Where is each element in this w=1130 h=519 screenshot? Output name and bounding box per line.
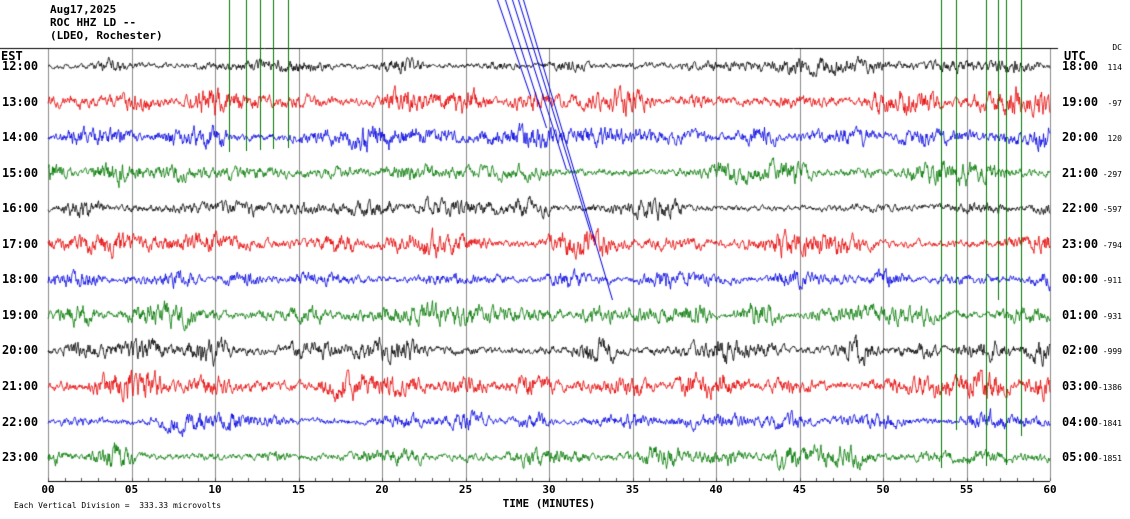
x-tick-label: 20 <box>375 483 389 496</box>
utc-time-label: 04:00 <box>1062 414 1099 429</box>
dc-value: -931 <box>1102 311 1122 321</box>
x-tick-label: 15 <box>291 483 306 496</box>
x-axis-title: TIME (MINUTES) <box>502 497 596 510</box>
header-date: Aug17,2025 <box>50 3 117 16</box>
utc-time-label: 02:00 <box>1062 343 1099 358</box>
x-tick-label: 05 <box>124 483 139 496</box>
left-axis-label: EST <box>1 49 23 63</box>
x-tick-label: 25 <box>458 483 473 496</box>
x-tick-label: 50 <box>876 483 890 496</box>
utc-time-label: 19:00 <box>1062 94 1099 109</box>
x-tick-label: 45 <box>792 483 807 496</box>
dc-value: -1841 <box>1097 418 1122 428</box>
scale-note: Each Vertical Division = 333.33 microvol… <box>14 501 222 510</box>
x-tick-label: 40 <box>709 483 723 496</box>
dc-value: -794 <box>1102 240 1122 250</box>
utc-time-label: 18:00 <box>1062 59 1099 73</box>
est-time-label: 12:00 <box>2 59 39 73</box>
x-tick-label: 30 <box>542 483 556 496</box>
utc-time-label: 03:00 <box>1062 378 1099 393</box>
utc-time-label: 20:00 <box>1062 130 1099 145</box>
utc-time-label: 23:00 <box>1062 236 1099 251</box>
est-time-label: 16:00 <box>2 201 39 216</box>
dc-value: -1386 <box>1097 382 1122 392</box>
dc-value: -911 <box>1102 276 1122 286</box>
x-tick-label: 60 <box>1043 483 1057 496</box>
est-time-label: 18:00 <box>2 272 39 287</box>
est-time-label: 15:00 <box>2 165 39 180</box>
utc-time-label: 01:00 <box>1062 307 1099 322</box>
est-time-label: 23:00 <box>2 450 39 465</box>
utc-time-label: 21:00 <box>1062 165 1099 180</box>
est-time-label: 14:00 <box>2 130 39 145</box>
dc-column-label: DC <box>1112 43 1122 52</box>
est-time-label: 19:00 <box>2 307 39 322</box>
est-time-label: 20:00 <box>2 343 39 358</box>
x-tick-label: 55 <box>959 483 974 496</box>
x-tick-label: 00 <box>41 483 55 496</box>
est-time-label: 17:00 <box>2 236 39 251</box>
right-axis-label: UTC <box>1064 49 1086 63</box>
dc-value: -297 <box>1102 169 1122 179</box>
header-station: ROC HHZ LD -- <box>50 16 137 29</box>
utc-time-label: 00:00 <box>1062 272 1099 287</box>
utc-time-label: 22:00 <box>1062 201 1099 216</box>
x-tick-label: 35 <box>625 483 640 496</box>
est-time-label: 13:00 <box>2 94 39 109</box>
est-time-label: 21:00 <box>2 378 39 393</box>
dc-value: 120 <box>1107 134 1122 144</box>
utc-time-label: 05:00 <box>1062 450 1099 465</box>
dc-value: 114 <box>1107 63 1122 72</box>
dc-value: -1851 <box>1097 454 1122 464</box>
dc-value: -999 <box>1102 347 1122 357</box>
dc-value: -597 <box>1102 205 1122 215</box>
header-location: (LDEO, Rochester) <box>50 29 163 42</box>
est-time-label: 22:00 <box>2 414 39 429</box>
dc-value: -97 <box>1107 98 1122 108</box>
x-tick-label: 10 <box>208 483 222 496</box>
